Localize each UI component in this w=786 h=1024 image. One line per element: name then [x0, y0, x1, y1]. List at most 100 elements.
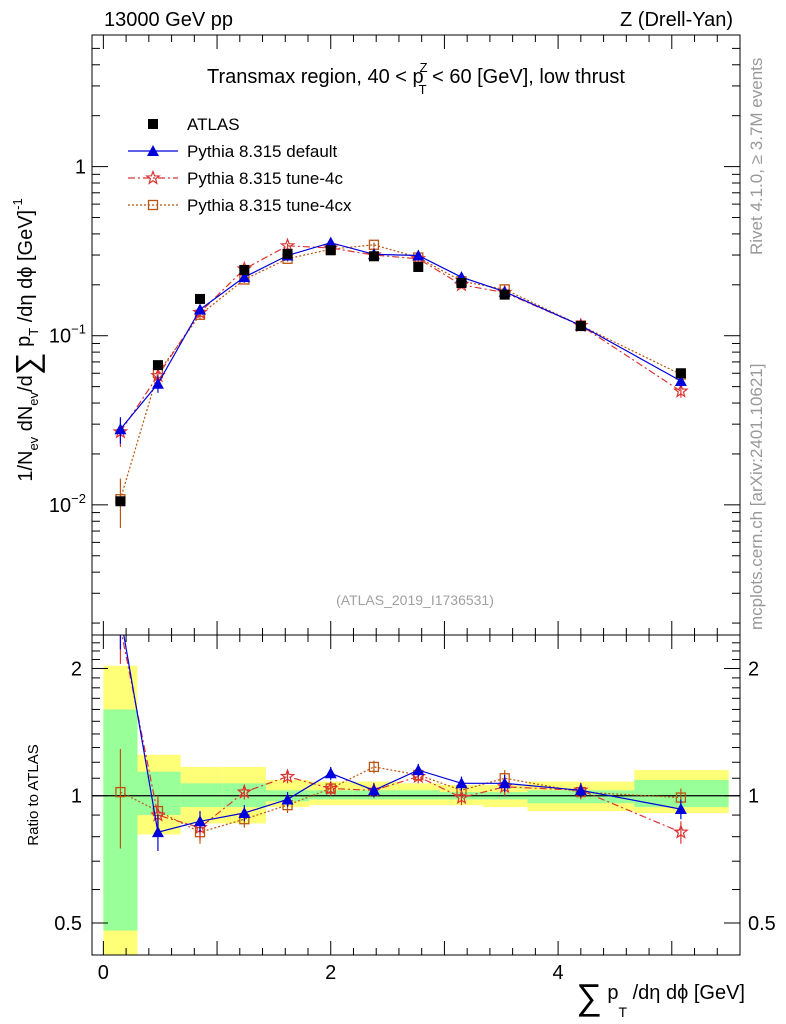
series-line-tune4c — [119, 245, 682, 433]
ratio-point-tune4c — [673, 823, 689, 839]
ratio-point-tune4c — [114, 621, 126, 633]
ratio-panel: 0.5 0.5 1 1 2 2 0 2 4 Ratio to ATLAS ∑ pT /dη dϕ… — [25, 609, 776, 1020]
legend-marker-default — [147, 145, 159, 156]
ratio-point-default — [114, 609, 126, 620]
ratio-point-default — [367, 784, 380, 796]
ylabel-c: /d — [15, 375, 37, 392]
band-stat — [396, 790, 440, 800]
ratio-point-tune4c — [322, 780, 339, 796]
ratio-point-tune4c — [453, 789, 470, 805]
ratio-point-tune4c — [236, 783, 253, 799]
legend-label-atlas: ATLAS — [187, 115, 240, 134]
main-ylabel: 1/Nev dNev/d∑ pT /dη dϕ [GeV]-1 — [9, 198, 45, 481]
point-atlas — [368, 251, 379, 262]
xlabel-sum: ∑ — [576, 976, 602, 1017]
ratio-frame — [91, 634, 741, 956]
main-axes: 10−210−11 — [49, 34, 740, 635]
main-y-tick-label: 1 — [75, 157, 86, 179]
ratio-point-default — [574, 784, 587, 796]
legend-entry-default: Pythia 8.315 default — [128, 142, 338, 161]
legend-marker-tune4cx — [147, 199, 159, 211]
ratio-x-tick-label: 0 — [98, 962, 109, 984]
ratio-point-default — [455, 777, 468, 789]
point-atlas — [325, 245, 336, 256]
rivet-label: Rivet 4.1.0, ≥ 3.7M events — [747, 58, 766, 255]
xlabel-b: /dη dϕ [GeV] — [627, 982, 745, 1004]
point-atlas — [115, 496, 126, 507]
point-atlas — [575, 321, 586, 332]
main-y-tick-exp: −2 — [71, 491, 86, 506]
ratio-point-default — [674, 803, 687, 815]
ylabel-b: dN — [15, 406, 37, 437]
ratio-series-default — [114, 609, 687, 852]
point-default — [324, 236, 337, 248]
main-y-tick-label: 10−1 — [49, 322, 86, 348]
point-tune4c — [192, 304, 208, 320]
ylabel-e-sup: -1 — [10, 198, 25, 210]
ratio-point-default — [238, 807, 251, 819]
ratio-point-default — [151, 826, 164, 838]
legend-entry-tune4c: Pythia 8.315 tune-4c — [128, 169, 343, 188]
point-default — [412, 249, 425, 261]
legend: ATLAS Pythia 8.315 default Pythia 8.315 tu… — [128, 115, 352, 215]
ratio-series-group — [114, 609, 689, 852]
ylabel-a: 1/N — [15, 451, 37, 482]
ratio-point-default — [412, 764, 425, 776]
ylabel-sum: ∑ — [9, 352, 45, 375]
legend-entry-tune4cx: Pythia 8.315 tune-4cx — [128, 196, 352, 215]
point-default — [114, 423, 127, 435]
ratio-point-default — [498, 777, 511, 789]
point-atlas — [152, 360, 163, 371]
mcplots-label: mcplots.cern.ch [arXiv:2401.10621] — [747, 364, 766, 630]
main-title-sup: Z — [420, 60, 428, 75]
ratio-y-tick-label-right: 1 — [748, 786, 759, 808]
main-panel: 10−210−11 (ATLAS_2019_I1736531) Transmax… — [9, 34, 741, 636]
main-series-layer — [112, 236, 689, 528]
legend-marker-tune4c — [145, 169, 161, 185]
main-y-tick-base: 10 — [49, 495, 71, 517]
chart-watermark: (ATLAS_2019_I1736531) — [336, 592, 494, 608]
series-default — [114, 236, 687, 444]
point-atlas — [195, 293, 205, 304]
header-left-label: 13000 GeV pp — [104, 9, 233, 31]
point-tune4c — [673, 382, 689, 398]
ratio-line-tune4cx — [120, 766, 681, 833]
point-atlas — [282, 248, 293, 259]
xlabel-a-sub: T — [619, 1004, 628, 1020]
ylabel-b-sub: ev — [26, 391, 41, 405]
ratio-line-default — [123, 635, 682, 833]
main-series-group — [112, 236, 689, 528]
ylabel-d: p — [13, 336, 35, 353]
ratio-point-default — [194, 815, 206, 827]
legend-entry-atlas: ATLAS — [148, 115, 240, 134]
point-atlas — [675, 368, 686, 379]
ratio-point-tune4cx — [368, 761, 380, 773]
ratio-x-tick-label: 4 — [553, 962, 564, 984]
ratio-bands — [103, 665, 729, 955]
point-atlas — [239, 264, 250, 275]
point-tune4c — [279, 237, 296, 253]
ylabel-a-sub: ev — [26, 436, 41, 450]
main-title: Transmax region, 40 < pZ T < 60 [GeV], lo… — [207, 60, 625, 97]
ratio-y-tick-label-left: 2 — [71, 658, 82, 680]
ratio-point-tune4c — [279, 768, 296, 784]
series-tune4c — [112, 237, 689, 447]
main-title-a: Transmax region, 40 < p — [207, 66, 424, 88]
xlabel-a: p — [602, 982, 619, 1004]
ratio-y-tick-label-right: 0.5 — [748, 913, 776, 935]
ratio-xlabel: ∑ pT /dη dϕ [GeV] — [576, 976, 745, 1020]
ylabel-d-sub: T — [26, 328, 41, 336]
main-y-tick-label: 10−2 — [49, 491, 86, 517]
point-default — [674, 374, 687, 386]
main-y-tick-base: 10 — [49, 326, 71, 348]
legend-label-tune4c: Pythia 8.315 tune-4c — [187, 169, 343, 188]
ratio-axes: 0.5 0.5 1 1 2 2 0 2 4 — [54, 635, 776, 984]
legend-label-default: Pythia 8.315 default — [187, 142, 338, 161]
ratio-point-tune4cx — [115, 786, 126, 798]
ratio-y-tick-label-left: 0.5 — [54, 913, 82, 935]
ratio-ylabel: Ratio to ATLAS — [25, 744, 42, 845]
main-y-tick-exp: −1 — [71, 322, 86, 337]
point-atlas — [499, 289, 510, 300]
ratio-x-tick-label: 2 — [325, 962, 336, 984]
